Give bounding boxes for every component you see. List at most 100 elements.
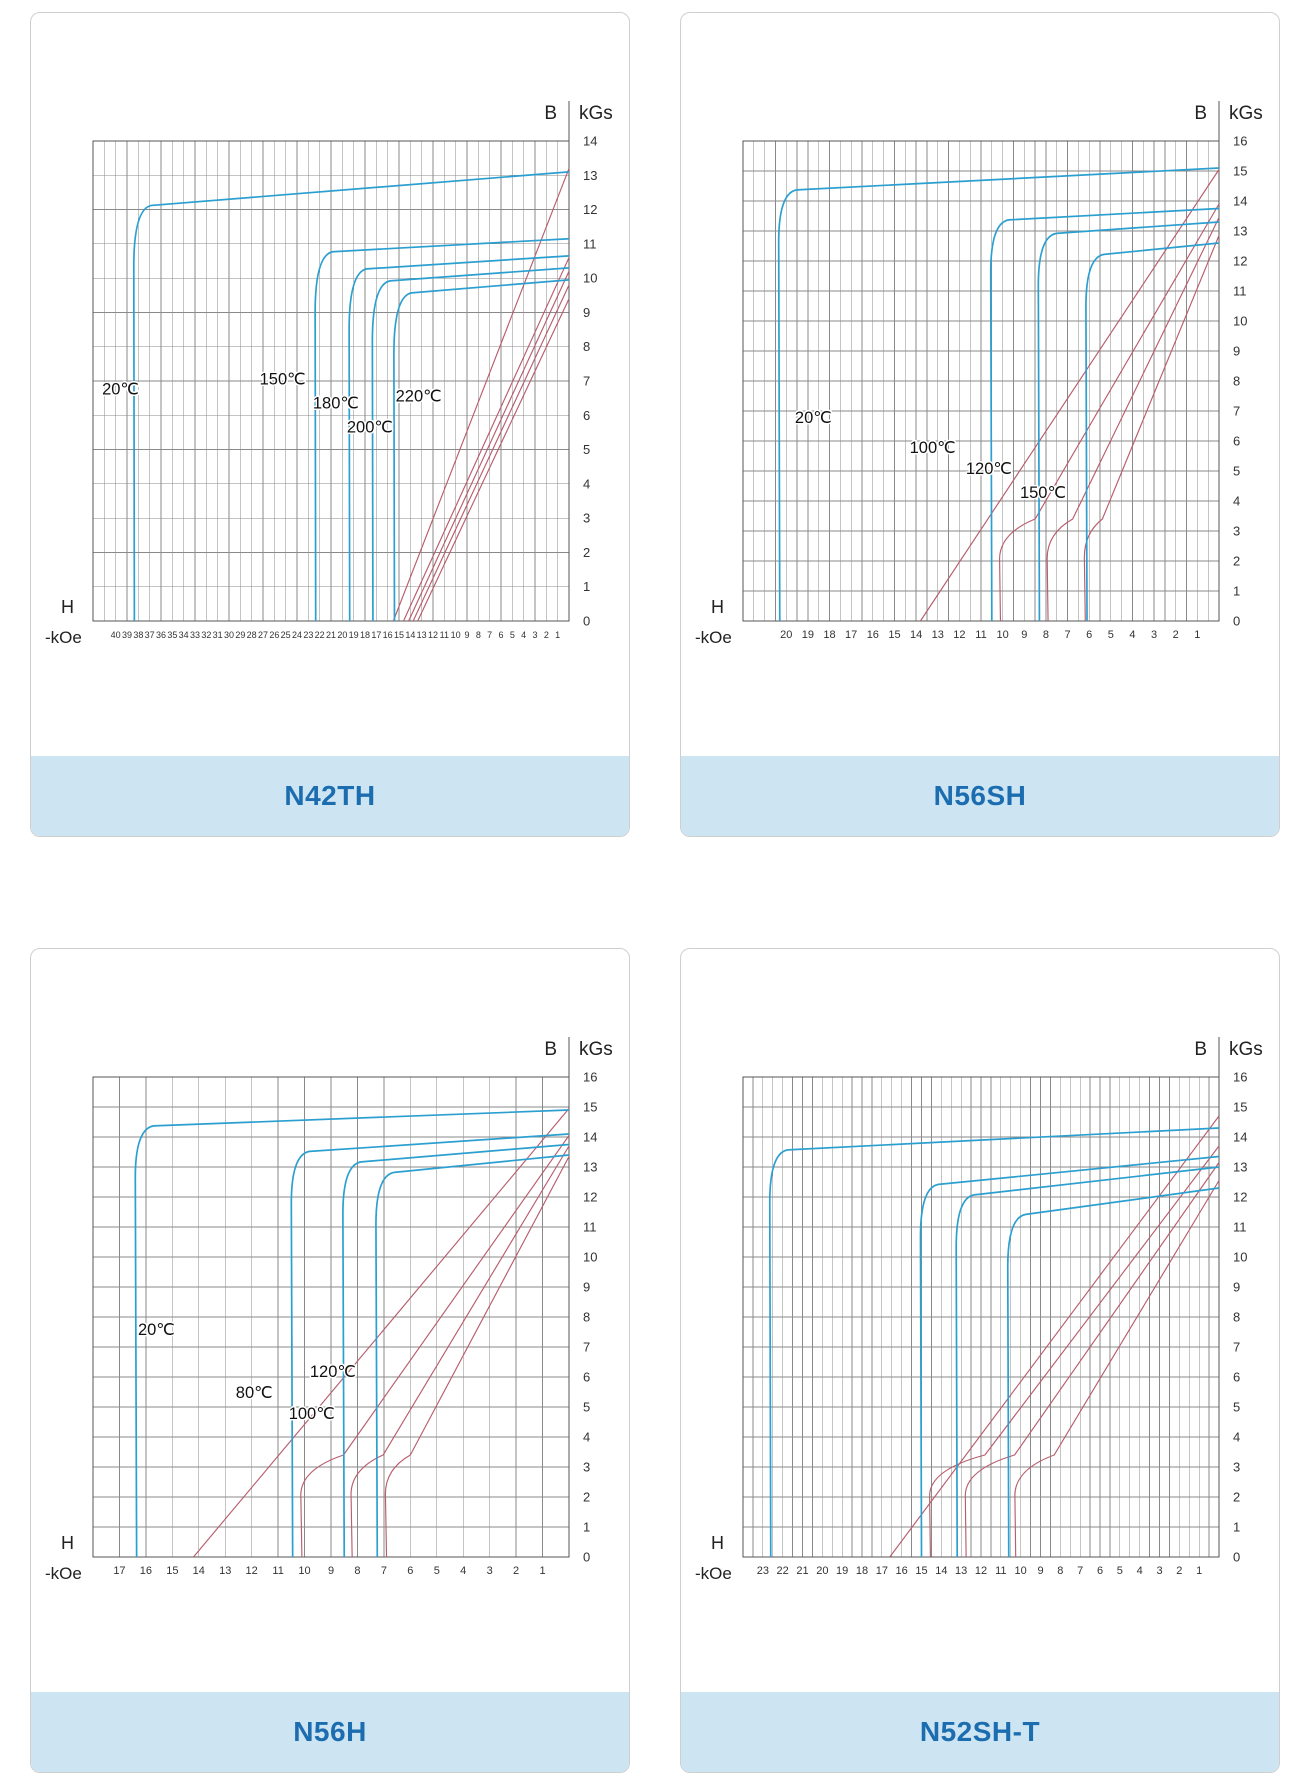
x-tick-label: 8 <box>1043 629 1049 641</box>
x-axis-unit: -kOe <box>695 1564 732 1583</box>
x-tick-label: 4 <box>521 630 526 640</box>
bh-curve <box>989 207 1220 622</box>
x-tick-label: 30 <box>224 630 234 640</box>
temperature-label: 120℃ <box>310 1363 356 1381</box>
y-tick-label: 14 <box>583 1130 597 1145</box>
x-tick-label: 1 <box>1194 629 1200 641</box>
intrinsic-curves <box>889 1115 1220 1558</box>
y-tick-label: 15 <box>583 1100 597 1115</box>
y-tick-label: 1 <box>1233 584 1240 599</box>
x-axis-title: H <box>61 597 74 617</box>
grade-label: N56H <box>293 1716 367 1747</box>
x-tick-label: 15 <box>915 1565 927 1577</box>
x-tick-label: 4 <box>1137 1565 1143 1577</box>
x-tick-label: 13 <box>417 630 427 640</box>
grade-label: N56SH <box>933 780 1027 811</box>
bh-curve <box>375 1154 570 1558</box>
intrinsic-curve <box>964 1162 1220 1558</box>
y-tick-label: 7 <box>583 1340 590 1355</box>
intrinsic-curve <box>999 203 1220 622</box>
y-tick-label: 3 <box>583 1460 590 1475</box>
x-tick-label: 15 <box>394 630 404 640</box>
grade-footer-band: N56H <box>31 1692 629 1772</box>
x-tick-label: 23 <box>757 1565 769 1577</box>
intrinsic-curve <box>412 284 570 622</box>
x-tick-label: 16 <box>867 629 879 641</box>
x-tick-label: 10 <box>451 630 461 640</box>
y-tick-label: 0 <box>1233 1550 1240 1565</box>
x-tick-label: 40 <box>111 630 121 640</box>
intrinsic-curve <box>403 257 570 622</box>
x-tick-label: 3 <box>532 630 537 640</box>
y-axis-unit: kGs <box>579 103 613 124</box>
y-tick-label: 12 <box>1233 1190 1247 1205</box>
y-axis-unit: kGs <box>579 1039 613 1060</box>
intrinsic-curve <box>350 1145 570 1558</box>
y-tick-label: 7 <box>1233 1340 1240 1355</box>
y-tick-label: 1 <box>583 1520 590 1535</box>
x-tick-label: 1 <box>1196 1565 1202 1577</box>
y-tick-label: 13 <box>583 1160 597 1175</box>
x-tick-label: 14 <box>193 1565 205 1577</box>
y-tick-label: 3 <box>1233 1460 1240 1475</box>
x-tick-label: 18 <box>856 1565 868 1577</box>
grade-label: N52SH-T <box>919 1716 1041 1747</box>
y-tick-label: 11 <box>583 1220 597 1235</box>
y-tick-label: 16 <box>583 1070 597 1085</box>
y-tick-label: 6 <box>1233 1370 1240 1385</box>
intrinsic-curve <box>1046 217 1220 622</box>
intrinsic-curve <box>929 1145 1220 1558</box>
x-tick-label: 36 <box>156 630 166 640</box>
x-tick-label: 2 <box>1173 629 1179 641</box>
intrinsic-curve <box>1014 1180 1220 1558</box>
x-tick-label: 15 <box>888 629 900 641</box>
intrinsic-curves <box>919 169 1220 622</box>
y-tick-label: 16 <box>1233 1070 1247 1085</box>
bh-curve <box>290 1133 570 1558</box>
bh-curves <box>768 1127 1220 1558</box>
intrinsic-curve <box>889 1115 1220 1558</box>
bh-curves <box>132 171 570 622</box>
y-tick-label: 6 <box>583 1370 590 1385</box>
x-tick-label: 13 <box>955 1565 967 1577</box>
bh-curve <box>1037 221 1220 622</box>
intrinsic-curve <box>392 168 570 622</box>
x-tick-label: 20 <box>816 1565 828 1577</box>
bh-curve <box>768 1127 1220 1558</box>
temperature-label: 100℃ <box>910 439 956 457</box>
x-tick-label: 19 <box>802 629 814 641</box>
x-tick-label: 11 <box>995 1565 1006 1577</box>
x-tick-label: 22 <box>315 630 325 640</box>
x-tick-label: 25 <box>281 630 291 640</box>
plot-border <box>92 1076 570 1558</box>
x-tick-label: 12 <box>975 1565 987 1577</box>
x-tick-label: 1 <box>555 630 560 640</box>
x-axis-unit: -kOe <box>45 628 82 647</box>
bh-curve <box>371 267 570 622</box>
intrinsic-curves <box>392 168 570 622</box>
bh-curve <box>314 237 570 622</box>
grade-label: N42TH <box>284 780 376 811</box>
x-tick-label: 12 <box>953 629 965 641</box>
y-tick-label: 4 <box>1233 494 1240 509</box>
temperature-label: 180℃ <box>313 394 359 412</box>
y-axis-title: B <box>1194 103 1207 124</box>
x-tick-label: 22 <box>777 1565 789 1577</box>
y-tick-label: 14 <box>583 134 597 149</box>
x-tick-label: 9 <box>1037 1565 1043 1577</box>
x-axis-unit: -kOe <box>45 1564 82 1583</box>
x-tick-label: 21 <box>796 1565 808 1577</box>
y-axis-title: B <box>1194 1039 1207 1060</box>
x-axis-title: H <box>61 1533 74 1553</box>
y-tick-label: 6 <box>1233 434 1240 449</box>
y-tick-label: 4 <box>1233 1430 1240 1445</box>
bh-curve <box>348 255 570 622</box>
y-tick-label: 9 <box>583 1280 590 1295</box>
temperature-label: 80℃ <box>236 1384 273 1402</box>
